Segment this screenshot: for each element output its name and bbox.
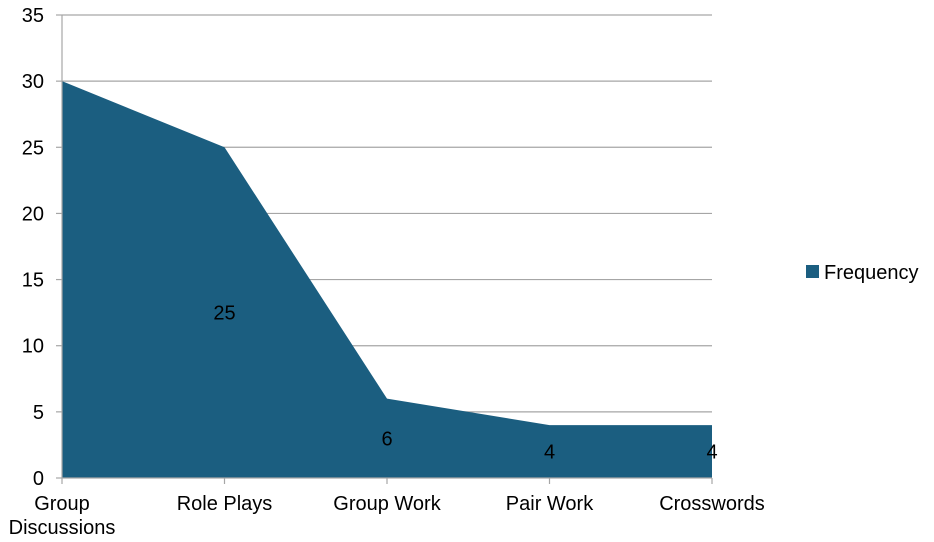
area-series-frequency [62, 81, 712, 479]
y-tick-label: 5 [33, 402, 44, 424]
data-label: 4 [544, 442, 555, 464]
x-tick-label: Crosswords [659, 493, 765, 515]
y-tick-label: 0 [33, 468, 44, 490]
series-area-group [61, 81, 713, 479]
legend-label-frequency: Frequency [824, 262, 919, 284]
x-tick-label: Pair Work [506, 493, 594, 515]
y-tick-label: 30 [22, 71, 44, 93]
data-label: 4 [706, 442, 717, 464]
legend-swatch-frequency [806, 265, 819, 278]
x-tick-labels: Group Discussions Role Plays Group Work Pair… [9, 493, 765, 539]
axes [56, 14, 713, 484]
x-tick-label: Group Work [333, 493, 441, 515]
x-tick-label: Group Discussions [9, 493, 116, 539]
data-labels: 25 6 4 4 [213, 303, 717, 464]
y-tick-label: 35 [22, 5, 44, 27]
data-label: 25 [213, 303, 235, 325]
y-tick-label: 25 [22, 137, 44, 159]
data-label: 6 [381, 428, 392, 450]
y-tick-label: 20 [22, 203, 44, 225]
y-tick-labels: 0 5 10 15 20 25 30 35 [22, 5, 44, 490]
legend: Frequency [806, 262, 919, 284]
x-tick-label: Role Plays [177, 493, 273, 515]
y-tick-label: 10 [22, 336, 44, 358]
y-tick-label: 15 [22, 270, 44, 292]
